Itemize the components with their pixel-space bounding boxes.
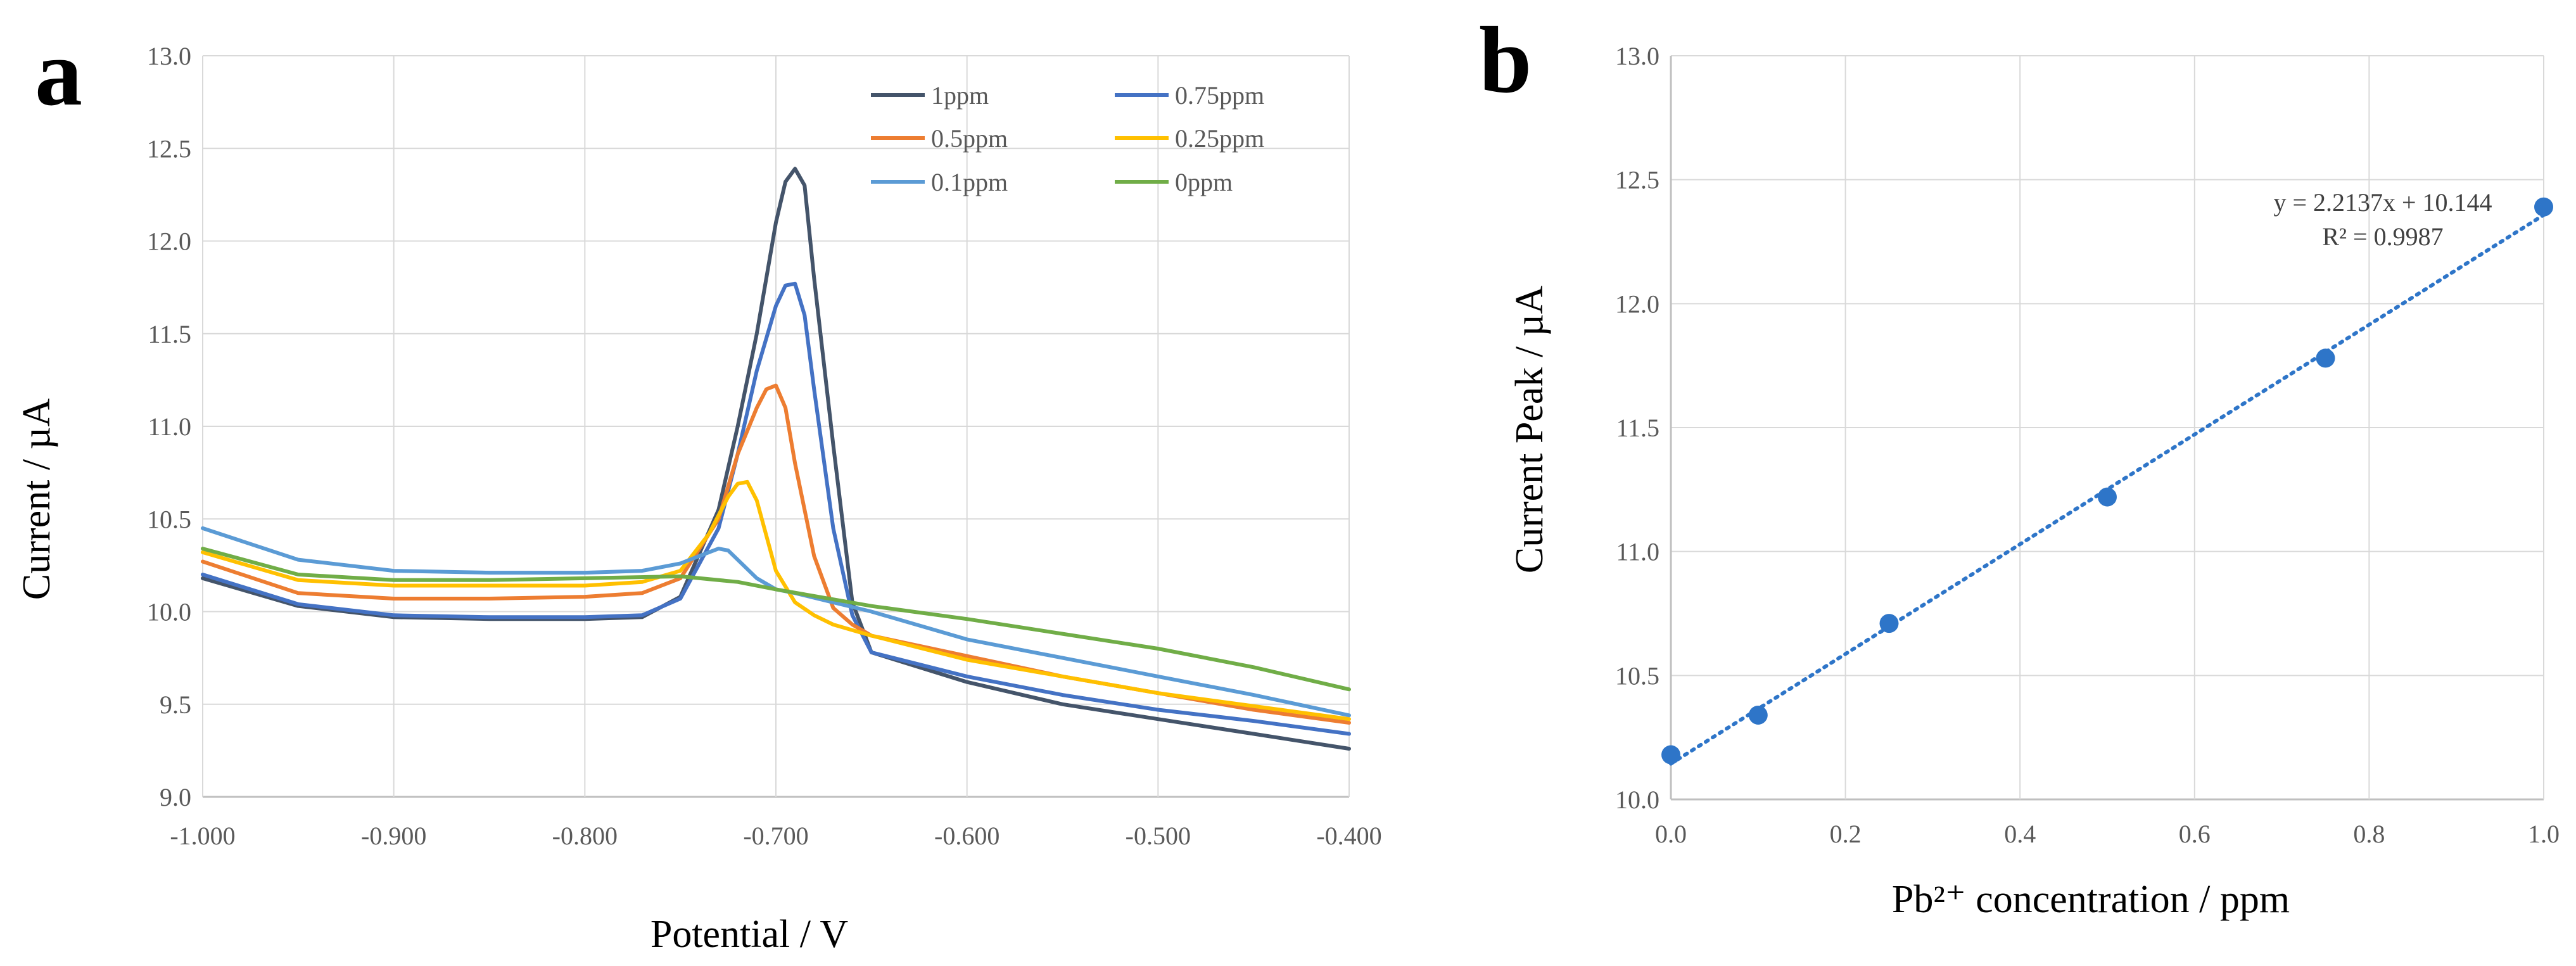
y-tick-label-b: 10.0 (1615, 785, 1659, 814)
y-tick-label-a: 10.0 (147, 598, 191, 626)
legend-label: 1ppm (931, 81, 989, 110)
r-squared: R² = 0.9987 (2322, 222, 2443, 251)
y-tick-label-b: 13.0 (1615, 42, 1659, 70)
y-tick-label-b: 12.5 (1615, 166, 1659, 194)
x-tick-label-a: -0.700 (743, 822, 808, 850)
y-tick-label-b: 11.5 (1616, 414, 1659, 442)
data-point (2098, 487, 2117, 507)
x-axis-title-b: Pb²⁺ concentration / ppm (1892, 878, 2290, 921)
data-point (2534, 197, 2553, 217)
ticks-a: 9.0 9.5 10.0 10.5 11.0 11.5 12.0 12.5 13.0 -1.000… (147, 42, 1382, 850)
data-point (2316, 348, 2335, 368)
panel-label-a: a (35, 20, 82, 125)
x-tick-label-b: 0.6 (2179, 820, 2211, 848)
x-tick-label-b: 0.0 (1655, 820, 1687, 848)
x-tick-label-a: -0.800 (552, 822, 618, 850)
gridlines-b (1670, 55, 2544, 801)
y-tick-label-b: 11.0 (1616, 538, 1659, 566)
data-point (1661, 745, 1680, 765)
legend-label: 0.75ppm (1175, 81, 1264, 110)
x-tick-label-a: -0.400 (1316, 822, 1381, 850)
panel-label-b: b (1479, 8, 1532, 113)
y-tick-label-a: 10.5 (147, 505, 191, 533)
gridlines-a (202, 55, 1350, 798)
trendline-equation: y = 2.2137x + 10.144 (2273, 188, 2492, 217)
series-line-0-25ppm (201, 480, 1351, 721)
legend-label: 0ppm (1175, 168, 1233, 196)
y-tick-label-a: 12.0 (147, 227, 191, 256)
points-b (1661, 197, 2553, 765)
y-tick-label-b: 10.5 (1615, 661, 1659, 690)
x-tick-label-b: 0.8 (2353, 820, 2385, 848)
data-point (1748, 705, 1768, 725)
legend-label: 0.5ppm (931, 124, 1008, 153)
y-tick-label-a: 12.5 (147, 134, 191, 163)
y-tick-label-a: 11.0 (148, 412, 191, 441)
y-tick-label-a: 9.5 (160, 690, 191, 719)
x-axis-title-a: Potential / V (650, 913, 849, 956)
y-tick-label-b: 12.0 (1615, 289, 1659, 318)
x-tick-label-a: -0.500 (1126, 822, 1191, 850)
data-point (1879, 614, 1899, 633)
y-tick-label-a: 11.5 (148, 320, 191, 348)
y-tick-label-a: 9.0 (160, 783, 191, 811)
x-tick-label-a: -0.600 (934, 822, 999, 850)
ticks-b: 10.0 10.5 11.0 11.5 12.0 12.5 13.0 0.0 0.2 0.4 0.6… (1615, 42, 2560, 848)
x-tick-label-b: 0.2 (1830, 820, 1862, 848)
series-line-0-75ppm (201, 281, 1351, 736)
y-axis-title-b: Current Peak / µA (1508, 286, 1551, 573)
x-tick-label-a: -0.900 (361, 822, 426, 850)
series-a (201, 167, 1351, 751)
y-tick-label-a: 13.0 (147, 42, 191, 70)
x-tick-label-b: 0.4 (2004, 820, 2036, 848)
legend-label: 0.1ppm (931, 168, 1008, 196)
series-line-0-5ppm (201, 383, 1351, 725)
series-line-0ppm (201, 547, 1351, 692)
y-axis-title-a: Current / µA (15, 398, 58, 600)
x-tick-label-a: -1.000 (170, 822, 235, 850)
trendline-b (1669, 213, 2546, 766)
x-tick-label-b: 1.0 (2528, 820, 2560, 848)
legend-a: 1ppm 0.75ppm 0.5ppm 0.25ppm 0.1ppm 0ppm (871, 81, 1264, 196)
legend-label: 0.25ppm (1175, 124, 1264, 153)
series-line-0-1ppm (201, 526, 1351, 718)
